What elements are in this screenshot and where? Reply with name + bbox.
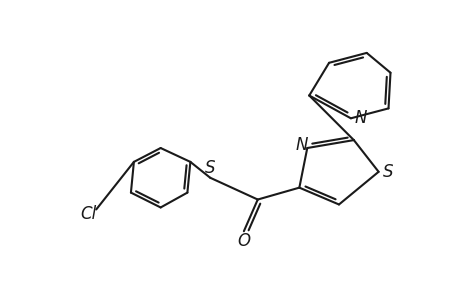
Text: O: O (237, 232, 250, 250)
Text: Cl: Cl (80, 206, 96, 224)
Text: S: S (205, 159, 215, 177)
Text: N: N (295, 136, 307, 154)
Text: S: S (382, 163, 393, 181)
Text: N: N (354, 109, 366, 127)
